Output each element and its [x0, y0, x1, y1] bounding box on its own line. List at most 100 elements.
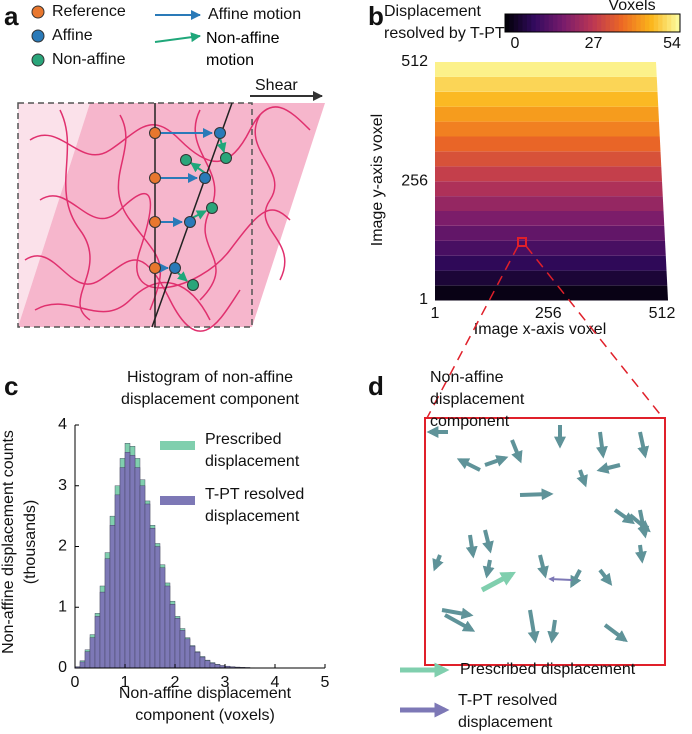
colorbar-cell — [505, 14, 510, 32]
legend-wrap: Non-affine motion — [206, 30, 280, 69]
x-tick-label: 1 — [121, 674, 130, 691]
colorbar-cell — [649, 14, 655, 32]
legend-text: T-PT resolved displacement — [458, 692, 558, 731]
arrow — [548, 576, 573, 583]
heat-row — [435, 166, 663, 182]
legend-text: Affine — [52, 27, 93, 44]
bar — [209, 662, 216, 669]
colorbar-cell — [526, 14, 532, 32]
legend-swatch — [160, 441, 195, 450]
arrows — [426, 425, 651, 644]
legend-text: Affine motion — [208, 6, 301, 23]
bar — [169, 604, 176, 669]
bar — [119, 467, 126, 669]
panel-title: Non-affine displacement component — [430, 369, 525, 430]
motion-arrows — [159, 128, 227, 282]
bar — [109, 525, 116, 669]
legend-text: Reference — [52, 3, 126, 20]
heat-row — [435, 240, 666, 256]
diagram-d: Prescribed displacement — [400, 237, 666, 718]
y-tick-label: 2 — [58, 538, 67, 555]
bar — [129, 455, 136, 669]
heat-row — [435, 76, 658, 92]
heat-row — [435, 136, 661, 152]
colorbar-cell — [653, 14, 659, 32]
zoom-line — [426, 245, 519, 419]
legend-text: Non-affine — [52, 51, 126, 68]
zoom-box — [517, 237, 527, 247]
bar — [124, 452, 131, 669]
colorbar-cell — [583, 14, 589, 32]
x-tick-label: 0 — [71, 674, 80, 691]
heat-row — [435, 151, 662, 167]
y-axis-label: Image y-axis voxel — [369, 114, 386, 247]
colorbar-cell — [640, 14, 646, 32]
heat-row — [435, 196, 664, 212]
legend-swatch — [160, 496, 195, 505]
colorbar-cell — [596, 14, 602, 32]
legend-dot — [31, 5, 45, 19]
legend-text: Prescribed displacement — [205, 431, 300, 470]
affine-line — [151, 102, 233, 328]
colorbar-cell — [566, 14, 572, 32]
legend-text: Prescribed displacement — [460, 661, 636, 678]
shear-label: Shear — [255, 77, 298, 94]
bar — [139, 485, 146, 669]
colorbar-cell — [513, 14, 519, 32]
y-tick-label: 512 — [401, 53, 428, 70]
frame — [17, 102, 253, 328]
legend-arrow — [154, 32, 201, 43]
colorbar-cell — [601, 14, 607, 32]
colorbar-cell — [671, 14, 677, 32]
bar — [184, 638, 191, 669]
colorbar-cell — [575, 14, 580, 32]
heat-row — [435, 106, 660, 122]
heat-row — [435, 62, 657, 77]
colorbar-cell — [618, 14, 624, 32]
bar — [99, 591, 106, 669]
panel-label: a — [4, 1, 19, 31]
colorbar-cell — [666, 14, 672, 32]
y-tick-label: 3 — [58, 477, 67, 494]
x-axis-label: Non-affine displacement component (voxel… — [118, 685, 292, 724]
bar — [204, 660, 211, 669]
bar — [174, 617, 181, 669]
legend-text: Non-affine motion — [206, 30, 280, 69]
legend-text: T-PT resolved displacement — [205, 486, 305, 525]
y-axis-label: Non-affine displacement counts (thousand… — [0, 430, 39, 654]
colorbar-cell — [636, 14, 642, 32]
x-tick-label: 5 — [321, 674, 330, 691]
panel-label: d — [368, 371, 384, 401]
bar — [189, 645, 196, 669]
colorbar-cell — [610, 14, 615, 32]
y-tick-label: 1 — [58, 598, 67, 615]
diagram-a: Reference Affine Non-affine Affine motio… — [17, 3, 325, 332]
colorbar-cell — [662, 14, 668, 32]
colorbar-cell — [531, 14, 537, 32]
x-tick-label: 256 — [535, 305, 562, 322]
colorbar-cell — [627, 14, 633, 32]
zoom-frame — [424, 417, 666, 666]
points — [149, 127, 232, 291]
colorbar-title: Voxels — [608, 0, 655, 14]
histogram: 0 1 2 3 4 5 0 1 2 3 4 — [58, 416, 329, 691]
heat-row — [435, 225, 666, 241]
heat-row — [435, 211, 665, 226]
colorbar-tick-label: 27 — [585, 35, 603, 52]
x-tick-label: 512 — [649, 305, 676, 322]
colorbar-cell — [570, 14, 576, 32]
bar — [164, 585, 171, 669]
colorbar-cell — [561, 14, 567, 32]
heat-row — [435, 121, 660, 137]
x-tick-label: 4 — [271, 674, 280, 691]
colorbar-cell — [557, 14, 563, 32]
colorbar-cell — [614, 14, 620, 32]
colorbar-cell — [535, 14, 541, 32]
colorbar-cell — [509, 14, 515, 32]
bar — [144, 503, 151, 669]
panel-label: c — [4, 371, 18, 401]
bar — [179, 630, 186, 669]
x-tick-label: 2 — [171, 674, 180, 691]
